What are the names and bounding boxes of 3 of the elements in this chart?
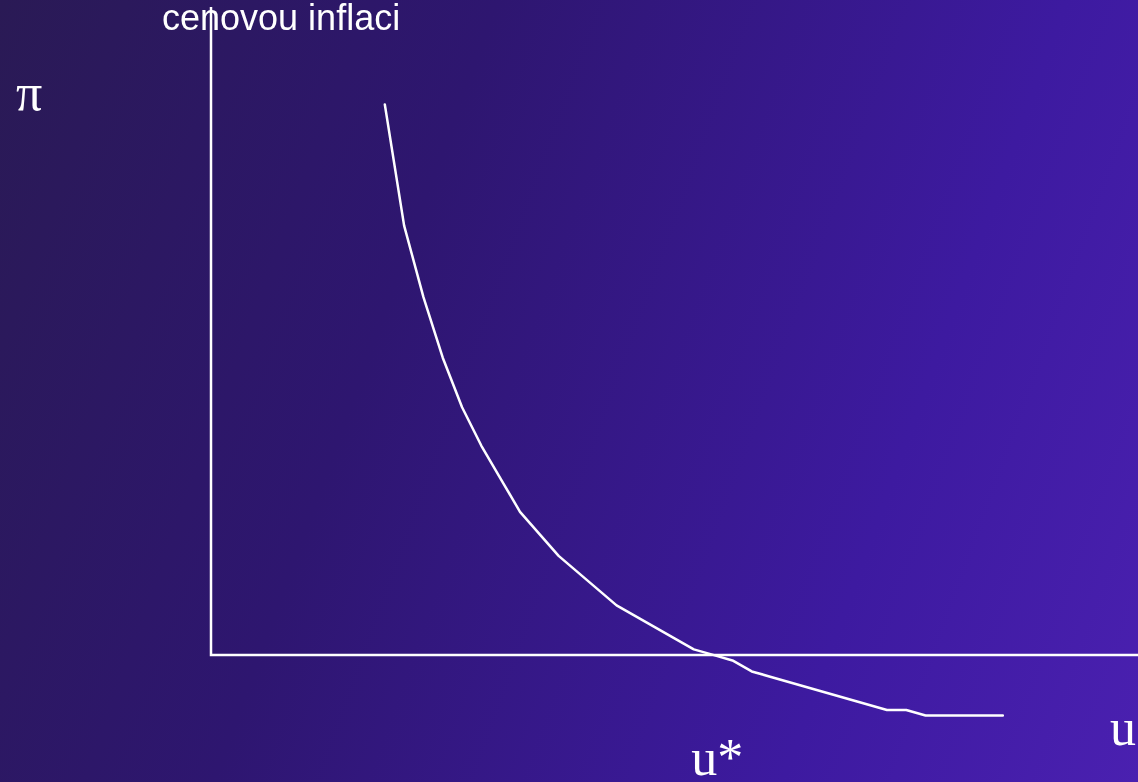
x-axis-title: u [1110,699,1136,756]
y-axis-title: π [16,64,43,121]
text: u* [691,729,744,782]
